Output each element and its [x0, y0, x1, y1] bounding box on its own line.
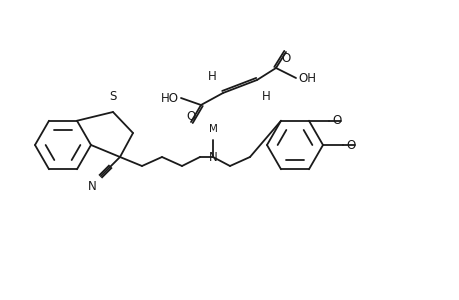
Text: OH: OH: [297, 71, 315, 85]
Text: H: H: [207, 70, 216, 83]
Text: N: N: [208, 151, 217, 164]
Text: M: M: [208, 124, 217, 134]
Text: S: S: [109, 90, 117, 103]
Text: O: O: [331, 114, 341, 127]
Text: H: H: [261, 89, 270, 103]
Text: HO: HO: [161, 92, 179, 104]
Text: O: O: [186, 110, 195, 122]
Text: N: N: [88, 180, 97, 193]
Text: O: O: [345, 139, 354, 152]
Text: O: O: [281, 52, 290, 64]
